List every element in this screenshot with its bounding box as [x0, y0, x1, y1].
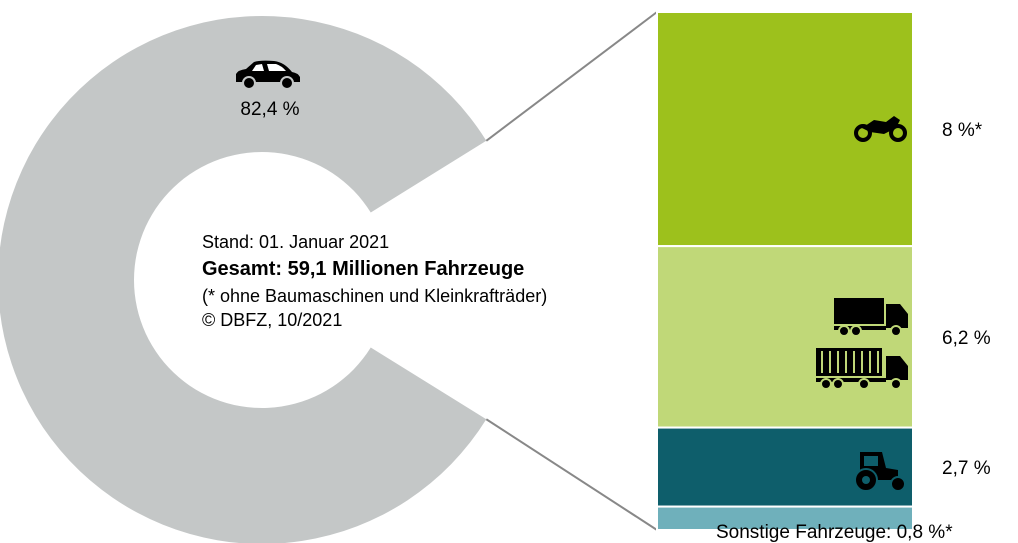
tractor-icon	[854, 452, 906, 492]
note: (* ohne Baumaschinen und Kleinkrafträder…	[202, 286, 547, 306]
value-label: 82,4 %	[240, 99, 299, 120]
icons	[236, 60, 908, 492]
connector	[485, 11, 658, 142]
value-label: 2,7 %	[942, 458, 991, 479]
value-label: 6,2 %	[942, 328, 991, 349]
truck-icon	[816, 348, 908, 390]
note: Gesamt: 59,1 Millionen Fahrzeuge	[202, 258, 524, 280]
motorcycle-icon	[854, 116, 907, 142]
value-label: Sonstige Fahrzeuge: 0,8 %*	[716, 522, 953, 543]
value-label: 8 %*	[942, 120, 983, 141]
note: Stand: 01. Januar 2021	[202, 232, 389, 252]
connector	[485, 418, 658, 531]
note: © DBFZ, 10/2021	[202, 310, 342, 330]
donut-segment	[0, 16, 487, 543]
bar-segment	[656, 245, 914, 429]
truck-icon	[834, 298, 908, 337]
car-icon	[236, 60, 300, 90]
bar-segment	[656, 505, 914, 532]
